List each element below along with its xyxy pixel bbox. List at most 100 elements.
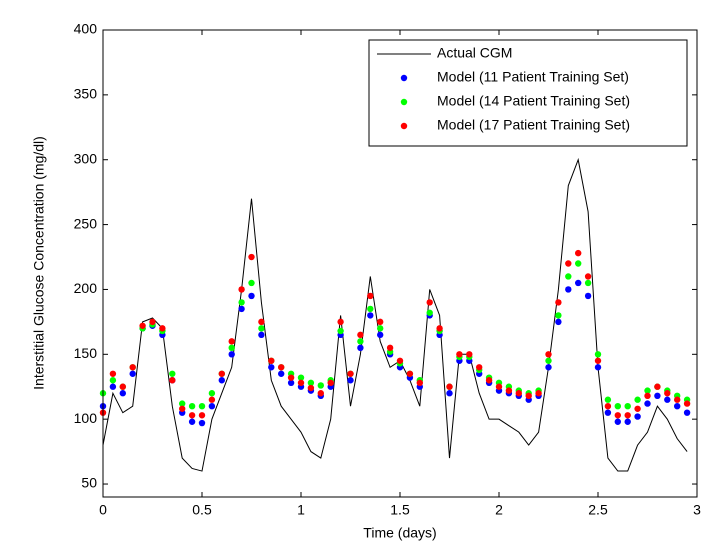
legend: Actual CGM Model (11 Patient Training Set… bbox=[368, 39, 688, 147]
x-tick-label: 2 bbox=[495, 502, 503, 518]
data-point bbox=[198, 402, 206, 410]
data-point bbox=[466, 351, 473, 358]
data-point bbox=[248, 279, 255, 287]
data-point bbox=[624, 412, 631, 419]
x-axis-label: Time (days) bbox=[363, 525, 436, 541]
data-point bbox=[248, 292, 255, 300]
data-point bbox=[169, 377, 176, 384]
legend-label: Model (11 Patient Training Set) bbox=[437, 69, 629, 85]
data-point bbox=[188, 412, 196, 419]
data-point bbox=[594, 351, 602, 358]
data-point bbox=[555, 299, 562, 306]
data-point bbox=[218, 377, 225, 384]
data-point bbox=[545, 351, 552, 358]
data-point bbox=[258, 325, 265, 332]
data-point bbox=[565, 286, 572, 293]
data-point bbox=[228, 338, 235, 345]
data-point bbox=[109, 377, 117, 384]
data-point bbox=[446, 390, 453, 397]
x-tick-label: 3 bbox=[693, 502, 701, 518]
data-point bbox=[396, 357, 404, 364]
legend-label: Actual CGM bbox=[437, 45, 512, 61]
data-point bbox=[347, 377, 354, 384]
data-point bbox=[634, 396, 641, 403]
data-point bbox=[268, 357, 275, 364]
data-point bbox=[238, 305, 245, 313]
data-point bbox=[575, 260, 582, 267]
data-point bbox=[278, 370, 285, 377]
data-point bbox=[565, 273, 572, 280]
data-point bbox=[594, 364, 602, 371]
data-point bbox=[654, 383, 661, 390]
legend-marker bbox=[400, 74, 408, 82]
data-point bbox=[307, 384, 315, 392]
data-point bbox=[644, 400, 651, 407]
data-point bbox=[604, 409, 612, 416]
data-point bbox=[268, 364, 275, 371]
data-point bbox=[555, 312, 562, 319]
data-point bbox=[456, 351, 463, 358]
data-point bbox=[228, 344, 235, 352]
y-tick-label: 100 bbox=[74, 410, 98, 426]
data-point bbox=[584, 273, 592, 280]
data-point bbox=[208, 396, 216, 403]
data-point bbox=[575, 249, 582, 257]
x-tick-label: 0 bbox=[99, 502, 107, 518]
data-point bbox=[129, 364, 136, 371]
data-point bbox=[644, 392, 651, 400]
data-point bbox=[674, 396, 681, 403]
data-point bbox=[297, 379, 305, 387]
data-point bbox=[495, 383, 503, 390]
data-point bbox=[624, 402, 631, 410]
data-point bbox=[337, 327, 344, 335]
data-point bbox=[198, 419, 206, 427]
data-point bbox=[179, 405, 186, 412]
x-tick-label: 0.5 bbox=[192, 502, 212, 518]
data-point bbox=[139, 322, 146, 329]
data-point bbox=[238, 299, 245, 306]
data-point bbox=[357, 331, 364, 339]
y-tick-label: 300 bbox=[74, 150, 98, 166]
data-point bbox=[327, 379, 334, 387]
data-point bbox=[406, 370, 414, 377]
data-point bbox=[287, 374, 295, 381]
data-point bbox=[307, 379, 315, 387]
data-point bbox=[179, 400, 186, 407]
data-point bbox=[614, 412, 621, 419]
data-point bbox=[683, 409, 691, 416]
data-point bbox=[644, 387, 651, 394]
data-point bbox=[436, 325, 443, 332]
data-point bbox=[159, 325, 166, 332]
y-tick-label: 200 bbox=[74, 280, 98, 296]
data-point bbox=[357, 344, 364, 352]
data-point bbox=[248, 253, 255, 261]
data-point bbox=[594, 357, 602, 364]
legend-box bbox=[368, 39, 688, 147]
data-point bbox=[426, 309, 433, 316]
data-point bbox=[446, 383, 453, 390]
data-point bbox=[218, 370, 225, 377]
data-point bbox=[119, 390, 127, 397]
data-point bbox=[535, 390, 542, 397]
y-tick-label: 400 bbox=[74, 21, 98, 37]
data-point bbox=[337, 318, 344, 326]
data-point bbox=[377, 325, 384, 332]
legend-marker bbox=[400, 98, 408, 106]
data-point bbox=[297, 374, 305, 381]
x-tick-label: 1.5 bbox=[390, 502, 410, 518]
y-tick-label: 150 bbox=[74, 345, 98, 361]
data-point bbox=[634, 405, 641, 412]
data-point bbox=[575, 279, 582, 287]
data-point bbox=[624, 418, 631, 425]
legend-label: Model (17 Patient Training Set) bbox=[437, 117, 630, 133]
data-point bbox=[287, 379, 295, 387]
data-point bbox=[584, 279, 592, 287]
data-point bbox=[109, 370, 117, 377]
data-point bbox=[634, 413, 641, 420]
data-point bbox=[347, 370, 354, 377]
data-point bbox=[476, 364, 483, 371]
data-point bbox=[208, 390, 216, 397]
data-point bbox=[545, 364, 552, 371]
data-point bbox=[505, 387, 513, 394]
data-point bbox=[367, 292, 374, 300]
